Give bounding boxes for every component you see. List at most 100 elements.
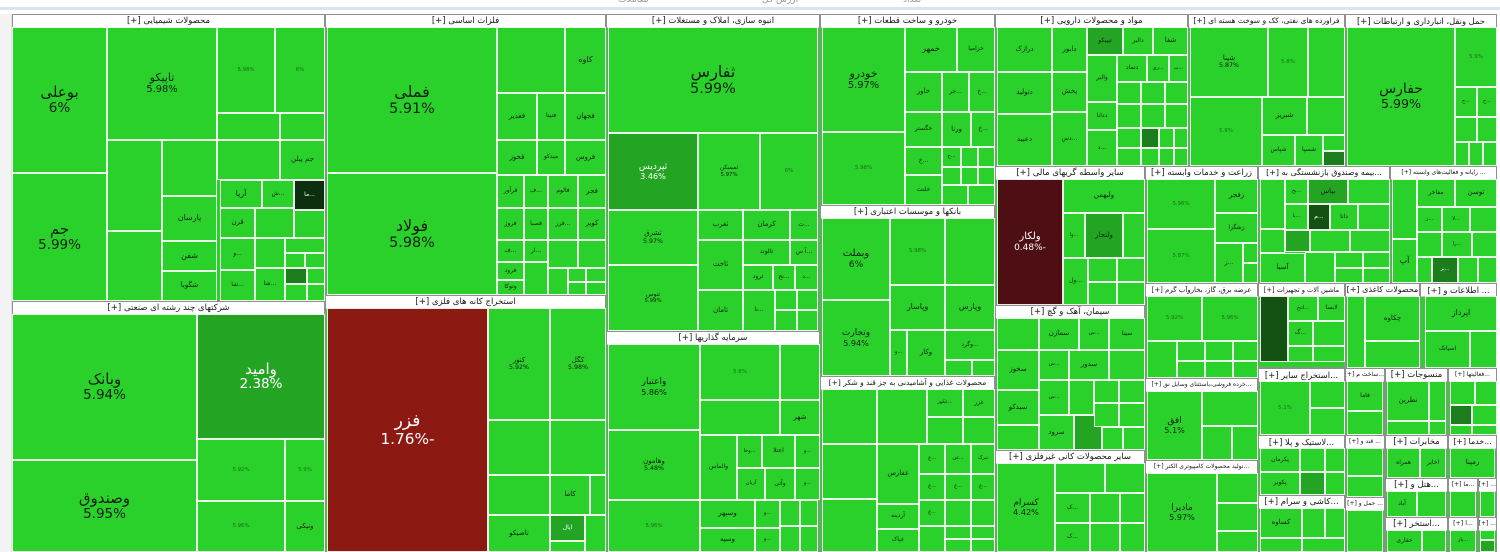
stock-tile[interactable]: وپارس	[945, 285, 995, 330]
stock-tile[interactable]: وتوکا	[497, 280, 524, 295]
stock-tile[interactable]: ...و	[795, 435, 820, 468]
stock-tile[interactable]: ...ب	[1169, 55, 1188, 82]
stock-tile[interactable]: سخوز	[997, 350, 1039, 390]
stock-tile[interactable]: ولبهمن	[1063, 179, 1145, 213]
stock-tile[interactable]: دانا	[1330, 204, 1358, 230]
topbar-tab[interactable]: معاملات	[618, 0, 649, 5]
stock-tile[interactable]: والماس	[700, 435, 737, 500]
stock-tile[interactable]	[1123, 427, 1145, 450]
stock-tile[interactable]: واعتبار 5.86%	[608, 344, 700, 430]
stock-tile[interactable]: حفاری	[1387, 530, 1422, 552]
stock-tile[interactable]	[1123, 213, 1145, 258]
stock-tile[interactable]	[1288, 346, 1313, 362]
stock-tile[interactable]	[800, 526, 818, 552]
stock-tile[interactable]: خاور	[905, 72, 942, 112]
stock-tile[interactable]	[1159, 128, 1174, 148]
stock-tile[interactable]: فزر -1.76%	[327, 308, 488, 552]
stock-tile[interactable]: 5.92%	[1147, 296, 1202, 341]
stock-tile[interactable]	[1232, 426, 1258, 460]
stock-tile[interactable]	[775, 310, 797, 331]
stock-tile[interactable]: دابور	[1052, 27, 1087, 72]
stock-tile[interactable]: ثالوند	[743, 240, 790, 265]
stock-tile[interactable]: مادیرا 5.97%	[1147, 473, 1217, 552]
stock-tile[interactable]	[285, 268, 307, 284]
stock-tile[interactable]	[1347, 476, 1383, 497]
stock-tile[interactable]	[1480, 540, 1495, 552]
stock-tile[interactable]	[578, 240, 606, 268]
stock-tile[interactable]	[780, 344, 820, 400]
stock-tile[interactable]	[1120, 493, 1145, 523]
stock-tile[interactable]	[877, 389, 927, 444]
stock-tile[interactable]: 5.98%	[890, 218, 945, 285]
stock-tile[interactable]: ...دس	[1052, 112, 1087, 166]
stock-tile[interactable]: ونیکی	[285, 501, 325, 552]
stock-tile[interactable]	[1429, 421, 1446, 435]
stock-tile[interactable]	[1472, 425, 1497, 435]
stock-tile[interactable]	[1335, 252, 1363, 268]
stock-tile[interactable]	[1310, 230, 1350, 252]
stock-tile[interactable]	[822, 499, 877, 552]
stock-tile[interactable]	[307, 284, 325, 301]
stock-tile[interactable]	[285, 238, 325, 253]
stock-tile[interactable]: ثنوس 5.99%	[608, 265, 698, 331]
stock-tile[interactable]	[1285, 230, 1310, 252]
stock-tile[interactable]: اپرداز	[1425, 296, 1497, 331]
stock-tile[interactable]	[255, 238, 285, 268]
stock-tile[interactable]	[961, 147, 978, 167]
stock-tile[interactable]: ...و	[890, 330, 907, 376]
stock-tile[interactable]: وبانک 5.94%	[12, 314, 197, 460]
stock-tile[interactable]: ...د	[1087, 130, 1117, 166]
stock-tile[interactable]: درازک	[997, 27, 1052, 72]
stock-tile[interactable]: آباد	[1387, 491, 1417, 517]
stock-tile[interactable]: سرود	[1039, 415, 1074, 450]
stock-tile[interactable]: کاوه	[565, 27, 606, 93]
stock-tile[interactable]: آردینه	[877, 504, 919, 529]
stock-tile[interactable]	[700, 400, 780, 435]
stock-tile[interactable]: کنور 5.92%	[488, 308, 550, 420]
stock-tile[interactable]: ...خ	[905, 147, 942, 175]
stock-tile[interactable]: وتجارت 5.94%	[822, 300, 890, 376]
stock-tile[interactable]: ...غ	[919, 444, 945, 474]
stock-tile[interactable]	[1202, 391, 1258, 426]
stock-tile[interactable]: وبملت 6%	[822, 218, 890, 300]
stock-tile[interactable]: وهامون 5.48%	[608, 430, 700, 500]
stock-tile[interactable]: ...پر	[1432, 257, 1458, 283]
stock-tile[interactable]	[1088, 258, 1117, 282]
stock-tile[interactable]: ثشرق 5.97%	[608, 210, 698, 265]
stock-tile[interactable]: آسیا	[1260, 253, 1305, 283]
stock-tile[interactable]: تاپیکو 5.98%	[107, 27, 217, 140]
stock-tile[interactable]: بوعلی 6%	[12, 27, 107, 173]
stock-tile[interactable]	[1302, 538, 1345, 552]
stock-tile[interactable]: اسیاتک	[1425, 331, 1470, 368]
stock-tile[interactable]: ولتجار	[1085, 213, 1123, 258]
stock-tile[interactable]: کسرام 4.42%	[997, 463, 1055, 552]
stock-tile[interactable]: ...شا	[255, 268, 285, 301]
stock-tile[interactable]	[1323, 135, 1345, 151]
stock-tile[interactable]	[1392, 179, 1417, 239]
stock-tile[interactable]	[1483, 142, 1497, 166]
stock-tile[interactable]: ...ف	[524, 175, 548, 208]
stock-tile[interactable]: ثامان	[698, 290, 743, 331]
stock-tile[interactable]: ثغرب	[698, 210, 743, 240]
stock-tile[interactable]: فغدیر	[497, 93, 537, 140]
stock-tile[interactable]: ...و	[755, 500, 780, 528]
stock-tile[interactable]	[550, 420, 606, 475]
stock-tile[interactable]: کگل 5.98%	[550, 308, 606, 420]
stock-tile[interactable]: ...ک	[1055, 493, 1090, 523]
stock-tile[interactable]: ولکار -0.48%	[997, 179, 1063, 305]
stock-tile[interactable]	[1458, 257, 1478, 283]
stock-tile[interactable]: پکرمان	[1260, 448, 1300, 472]
stock-tile[interactable]: غزر	[963, 389, 995, 417]
stock-tile[interactable]	[1205, 341, 1233, 361]
stock-tile[interactable]: پارسان	[162, 196, 217, 241]
stock-tile[interactable]	[1102, 427, 1123, 450]
stock-tile[interactable]: اپال	[550, 515, 585, 541]
stock-tile[interactable]	[568, 282, 586, 295]
stock-tile[interactable]	[942, 167, 961, 185]
stock-tile[interactable]: ...یار	[1450, 530, 1476, 552]
stock-tile[interactable]: ...د	[795, 265, 818, 290]
stock-tile[interactable]: وسپهر	[700, 500, 755, 528]
stock-tile[interactable]: حفارس 5.99%	[1347, 27, 1455, 166]
stock-tile[interactable]: شفن	[162, 241, 217, 271]
stock-tile[interactable]	[488, 475, 550, 515]
